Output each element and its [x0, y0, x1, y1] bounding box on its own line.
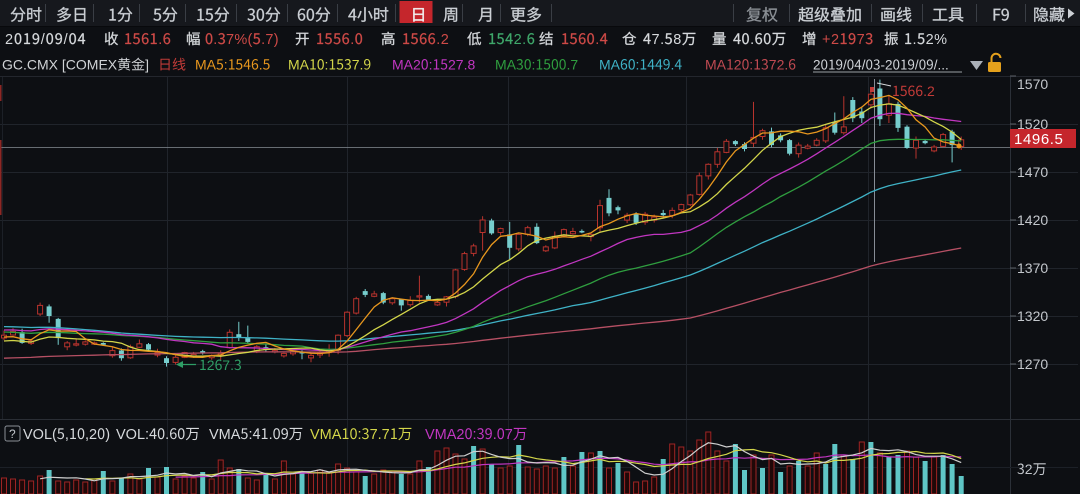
svg-text:MA2: MA2 — [392, 57, 421, 73]
svg-text:.: . — [213, 32, 217, 48]
svg-text::: : — [473, 427, 477, 443]
svg-text:1420: 1420 — [1017, 212, 1048, 228]
svg-text:2: 2 — [813, 58, 821, 73]
svg-text:VOL:: VOL: — [116, 427, 149, 443]
svg-text:.: . — [750, 32, 755, 48]
svg-text:7.: 7. — [652, 32, 665, 48]
svg-text:.: . — [158, 32, 163, 48]
svg-text:-2: -2 — [881, 58, 893, 73]
svg-text:MA: MA — [495, 57, 517, 73]
svg-text:7.: 7. — [352, 57, 364, 73]
svg-text:.: . — [671, 57, 675, 73]
svg-text:7: 7 — [505, 427, 513, 443]
svg-text:2.: 2. — [514, 32, 527, 48]
svg-text:VMA2: VMA2 — [425, 427, 465, 443]
svg-text::: : — [358, 427, 362, 443]
svg-text:.: . — [165, 427, 169, 443]
svg-text:GC.CMX [COMEX: GC.CMX [COMEX — [2, 57, 118, 73]
svg-text:/: / — [862, 58, 866, 73]
svg-text:1520: 1520 — [1017, 116, 1048, 132]
svg-text:/: / — [41, 32, 46, 48]
svg-text:,: , — [65, 427, 69, 443]
svg-text:MA: MA — [599, 57, 621, 73]
svg-text:,2: ,2 — [85, 427, 97, 443]
svg-text::: : — [636, 57, 640, 73]
svg-text:/...: /... — [934, 58, 949, 73]
svg-text:7.: 7. — [222, 357, 234, 373]
svg-text:1570: 1570 — [1017, 76, 1048, 92]
svg-text:2%: 2% — [926, 32, 948, 48]
svg-text:8: 8 — [673, 32, 682, 48]
svg-text::: : — [325, 57, 329, 73]
svg-text::: : — [249, 427, 253, 443]
svg-text::: : — [224, 57, 228, 73]
svg-text:2: 2 — [5, 32, 14, 48]
svg-text:1320: 1320 — [1017, 308, 1048, 324]
svg-text::: : — [429, 57, 433, 73]
svg-text:): ) — [105, 427, 110, 443]
svg-text:+2: +2 — [822, 32, 840, 48]
svg-text:1370: 1370 — [1017, 260, 1048, 276]
svg-text:1470: 1470 — [1017, 164, 1048, 180]
svg-text:72.: 72. — [769, 57, 788, 73]
svg-text:/: / — [915, 58, 919, 73]
svg-text:1496.5: 1496.5 — [1014, 131, 1063, 148]
svg-text:VMA: VMA — [209, 427, 241, 443]
svg-text:VMA: VMA — [310, 427, 342, 443]
svg-text:.: . — [350, 32, 355, 48]
svg-text:2: 2 — [1025, 461, 1033, 477]
svg-text:.: . — [493, 427, 497, 443]
svg-text:.2: .2 — [436, 32, 449, 48]
svg-text:.: . — [913, 32, 918, 48]
svg-text:7%(: 7%( — [226, 32, 253, 48]
svg-text:.7): .7) — [261, 32, 279, 48]
svg-text:MA: MA — [705, 57, 727, 73]
svg-text:VOL(: VOL( — [23, 427, 57, 443]
svg-text:.7: .7 — [567, 57, 579, 73]
svg-text:.: . — [259, 57, 263, 73]
svg-text:7.7: 7.7 — [370, 427, 390, 443]
svg-text::: : — [532, 57, 536, 73]
svg-text:.2: .2 — [923, 83, 935, 99]
svg-text:?: ? — [9, 427, 16, 441]
svg-text:/: / — [64, 32, 69, 48]
svg-text:MA: MA — [288, 57, 310, 73]
svg-text:7: 7 — [857, 32, 866, 48]
svg-text:/: / — [843, 58, 847, 73]
svg-text::: : — [749, 57, 753, 73]
svg-text:2: 2 — [734, 57, 742, 73]
svg-text:.: . — [269, 427, 273, 443]
svg-text:1270: 1270 — [1017, 356, 1048, 372]
svg-text:MA: MA — [195, 57, 217, 73]
svg-text:]: ] — [145, 57, 149, 73]
svg-text:2: 2 — [207, 357, 215, 373]
svg-text:27.8: 27.8 — [448, 57, 475, 73]
svg-text:.: . — [595, 32, 600, 48]
